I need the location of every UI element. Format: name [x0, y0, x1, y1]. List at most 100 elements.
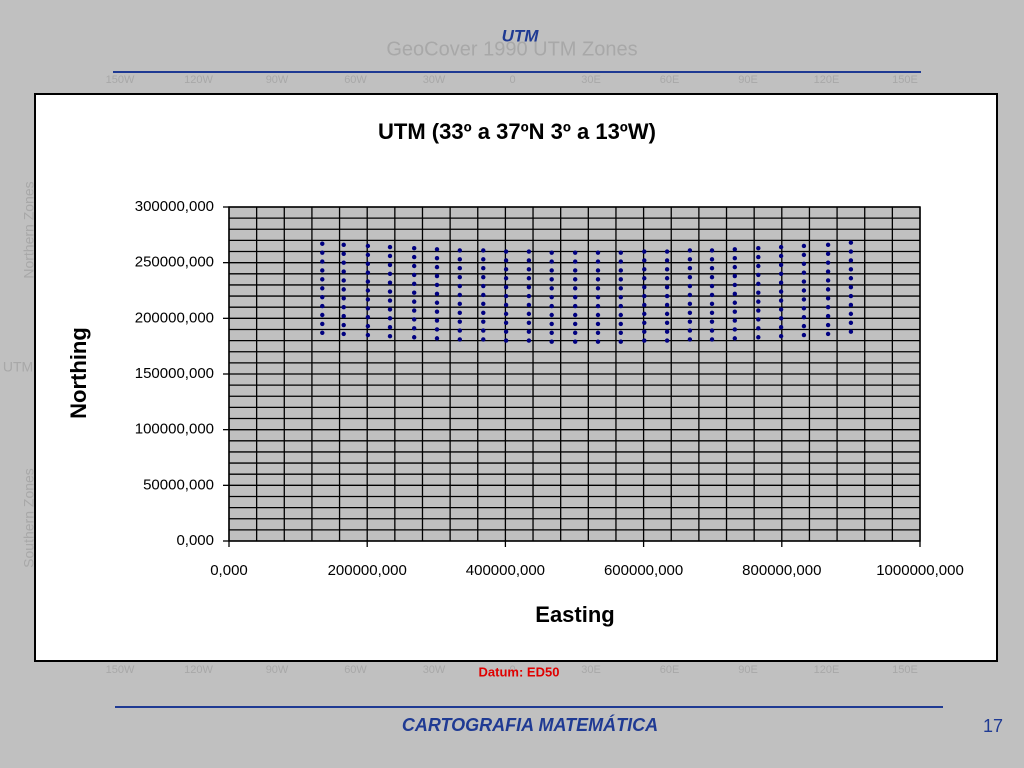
point — [481, 292, 486, 298]
point — [411, 290, 417, 295]
point — [434, 327, 440, 332]
x-tick-label: 800000,000 — [742, 562, 821, 579]
longitude-label: 150W — [106, 664, 135, 676]
point — [411, 263, 417, 269]
point — [801, 279, 807, 284]
point — [756, 245, 761, 251]
point — [365, 315, 371, 320]
point — [549, 268, 554, 273]
longitude-label: 120E — [814, 664, 840, 676]
point — [595, 250, 601, 255]
point — [848, 240, 854, 245]
point — [481, 337, 486, 342]
point — [732, 309, 738, 314]
y-axis-label: Northing — [66, 327, 91, 419]
point — [709, 337, 715, 342]
point — [732, 256, 738, 261]
longitude-label: 60E — [660, 74, 680, 86]
point — [434, 300, 440, 305]
point — [778, 307, 784, 312]
point — [848, 302, 854, 308]
point — [732, 318, 738, 323]
point — [642, 284, 647, 290]
point — [801, 288, 807, 293]
point — [503, 329, 509, 334]
point — [320, 286, 325, 291]
point — [526, 267, 532, 272]
point — [778, 325, 784, 330]
longitude-label: 120W — [184, 74, 213, 86]
point — [320, 303, 325, 309]
point — [709, 274, 715, 280]
point — [778, 253, 784, 259]
point — [457, 310, 462, 315]
point — [756, 263, 761, 269]
point — [642, 338, 647, 343]
point — [618, 321, 623, 327]
x-axis-label: Easting — [535, 602, 614, 627]
point — [778, 271, 784, 276]
point — [709, 301, 715, 307]
point — [572, 268, 578, 273]
point — [801, 270, 807, 275]
point — [778, 333, 784, 339]
point — [365, 332, 371, 338]
point — [778, 316, 784, 321]
point — [825, 313, 831, 319]
page-number: 17 — [983, 716, 1003, 736]
point — [387, 271, 393, 276]
point — [848, 293, 854, 299]
point — [778, 298, 784, 303]
point — [341, 260, 346, 265]
longitude-label: 90W — [266, 664, 289, 676]
point — [572, 259, 578, 264]
point — [365, 279, 371, 284]
point — [732, 336, 738, 341]
point — [387, 262, 393, 268]
point — [526, 293, 532, 299]
point — [825, 296, 831, 301]
point — [664, 338, 670, 343]
background-labels: 150W 150W 120W 120W 90W 90W 60W 60W 30W 30W 0 0 30E 3… — [3, 74, 918, 676]
point — [434, 256, 440, 261]
point — [618, 268, 623, 273]
point — [756, 317, 761, 322]
y-tick-label: 200000,000 — [135, 309, 214, 326]
point — [526, 276, 532, 281]
side-label: UTM — [3, 359, 33, 375]
longitude-label: 60W — [344, 664, 367, 676]
point — [526, 249, 532, 254]
point — [572, 294, 578, 300]
point — [572, 312, 578, 318]
point — [503, 320, 509, 325]
point — [618, 312, 623, 318]
datum: Datum: ED50 — [479, 664, 560, 679]
point — [687, 274, 693, 280]
point — [387, 289, 393, 294]
longitude-label: 30E — [581, 664, 601, 676]
point — [387, 316, 393, 321]
point — [481, 266, 486, 271]
point — [320, 321, 325, 327]
point — [503, 284, 509, 290]
point — [642, 320, 647, 325]
point — [687, 283, 693, 289]
point — [572, 321, 578, 327]
slide-title: UTM — [502, 26, 540, 45]
point — [801, 297, 807, 302]
point — [732, 300, 738, 305]
point — [595, 294, 601, 300]
footer: CARTOGRAFIA MATEMÁTICA — [402, 714, 658, 735]
point — [756, 254, 761, 260]
point — [481, 257, 486, 262]
longitude-label: 120W — [184, 664, 213, 676]
point — [503, 311, 509, 317]
point — [595, 330, 601, 336]
point — [618, 330, 623, 336]
point — [664, 302, 670, 308]
point — [365, 323, 371, 329]
point — [503, 267, 509, 272]
point — [549, 330, 554, 336]
point — [481, 328, 486, 333]
point — [320, 330, 325, 336]
